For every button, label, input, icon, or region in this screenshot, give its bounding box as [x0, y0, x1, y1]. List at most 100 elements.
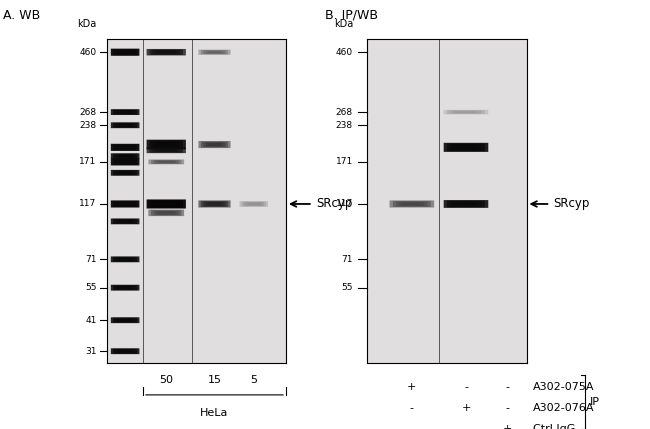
FancyBboxPatch shape: [147, 140, 186, 149]
FancyBboxPatch shape: [115, 318, 135, 322]
FancyBboxPatch shape: [159, 211, 174, 214]
FancyBboxPatch shape: [111, 348, 140, 354]
Text: 50: 50: [159, 375, 174, 386]
FancyBboxPatch shape: [111, 158, 140, 166]
Text: 71: 71: [85, 255, 96, 264]
FancyBboxPatch shape: [111, 285, 140, 290]
FancyBboxPatch shape: [447, 110, 485, 114]
FancyBboxPatch shape: [450, 111, 482, 114]
FancyBboxPatch shape: [159, 149, 174, 151]
FancyBboxPatch shape: [117, 202, 133, 206]
FancyBboxPatch shape: [113, 49, 137, 55]
Text: -: -: [410, 424, 414, 429]
FancyBboxPatch shape: [120, 124, 131, 127]
FancyBboxPatch shape: [117, 145, 133, 149]
Text: -: -: [506, 403, 510, 413]
FancyBboxPatch shape: [111, 218, 140, 224]
FancyBboxPatch shape: [198, 141, 231, 148]
Text: Ctrl IgG: Ctrl IgG: [533, 424, 575, 429]
FancyBboxPatch shape: [153, 148, 180, 152]
Text: 5: 5: [250, 375, 257, 386]
FancyBboxPatch shape: [242, 202, 266, 206]
FancyBboxPatch shape: [150, 148, 183, 153]
FancyBboxPatch shape: [117, 220, 133, 223]
FancyBboxPatch shape: [240, 201, 268, 207]
FancyBboxPatch shape: [113, 201, 137, 207]
Text: 171: 171: [79, 157, 96, 166]
FancyBboxPatch shape: [111, 144, 140, 151]
Text: -: -: [464, 424, 468, 429]
FancyBboxPatch shape: [111, 48, 140, 56]
FancyBboxPatch shape: [113, 170, 137, 175]
FancyBboxPatch shape: [113, 123, 137, 128]
FancyBboxPatch shape: [154, 211, 179, 215]
FancyBboxPatch shape: [115, 145, 135, 150]
Text: 268: 268: [336, 108, 353, 117]
FancyBboxPatch shape: [246, 202, 262, 205]
FancyBboxPatch shape: [244, 202, 264, 206]
FancyBboxPatch shape: [208, 51, 221, 53]
FancyBboxPatch shape: [208, 202, 221, 205]
FancyBboxPatch shape: [396, 202, 428, 206]
FancyBboxPatch shape: [400, 202, 424, 206]
FancyBboxPatch shape: [120, 111, 131, 113]
FancyBboxPatch shape: [111, 109, 140, 115]
FancyBboxPatch shape: [115, 219, 135, 224]
FancyBboxPatch shape: [113, 257, 137, 262]
FancyBboxPatch shape: [147, 199, 186, 208]
Text: 171: 171: [335, 157, 353, 166]
FancyBboxPatch shape: [113, 285, 137, 290]
FancyBboxPatch shape: [148, 210, 184, 216]
FancyBboxPatch shape: [120, 155, 131, 157]
FancyBboxPatch shape: [444, 110, 488, 115]
FancyBboxPatch shape: [111, 153, 140, 159]
FancyBboxPatch shape: [115, 171, 135, 175]
FancyBboxPatch shape: [150, 200, 183, 208]
FancyBboxPatch shape: [115, 286, 135, 290]
FancyBboxPatch shape: [115, 50, 135, 54]
FancyBboxPatch shape: [159, 202, 174, 206]
FancyBboxPatch shape: [148, 160, 184, 164]
FancyBboxPatch shape: [201, 142, 228, 148]
FancyBboxPatch shape: [117, 154, 133, 158]
FancyBboxPatch shape: [150, 140, 183, 149]
FancyBboxPatch shape: [457, 145, 475, 149]
Text: kDa: kDa: [77, 19, 96, 29]
FancyBboxPatch shape: [120, 160, 131, 163]
FancyBboxPatch shape: [447, 143, 485, 151]
FancyBboxPatch shape: [454, 111, 478, 113]
FancyBboxPatch shape: [153, 201, 180, 207]
FancyBboxPatch shape: [393, 201, 431, 207]
FancyBboxPatch shape: [111, 317, 140, 323]
FancyBboxPatch shape: [457, 111, 475, 113]
FancyBboxPatch shape: [111, 257, 140, 262]
Text: 55: 55: [341, 283, 353, 292]
Text: 238: 238: [336, 121, 353, 130]
FancyBboxPatch shape: [113, 154, 137, 159]
FancyBboxPatch shape: [155, 51, 177, 54]
FancyBboxPatch shape: [115, 154, 135, 158]
FancyBboxPatch shape: [150, 49, 183, 55]
FancyBboxPatch shape: [153, 141, 180, 148]
FancyBboxPatch shape: [205, 51, 224, 54]
FancyBboxPatch shape: [117, 350, 133, 353]
Text: SRcyp: SRcyp: [554, 197, 590, 211]
Text: -: -: [410, 403, 414, 413]
Text: +: +: [407, 382, 417, 392]
FancyBboxPatch shape: [454, 202, 478, 206]
FancyBboxPatch shape: [117, 111, 133, 114]
FancyBboxPatch shape: [155, 142, 177, 147]
FancyBboxPatch shape: [120, 172, 131, 174]
FancyBboxPatch shape: [115, 349, 135, 353]
FancyBboxPatch shape: [198, 200, 231, 208]
FancyBboxPatch shape: [157, 160, 176, 163]
FancyBboxPatch shape: [157, 211, 176, 214]
FancyBboxPatch shape: [203, 50, 226, 54]
FancyBboxPatch shape: [111, 122, 140, 128]
Text: HeLa: HeLa: [200, 408, 229, 418]
FancyBboxPatch shape: [120, 51, 131, 54]
FancyBboxPatch shape: [450, 201, 482, 207]
FancyBboxPatch shape: [147, 147, 186, 153]
FancyBboxPatch shape: [450, 144, 482, 151]
Text: 31: 31: [85, 347, 96, 356]
